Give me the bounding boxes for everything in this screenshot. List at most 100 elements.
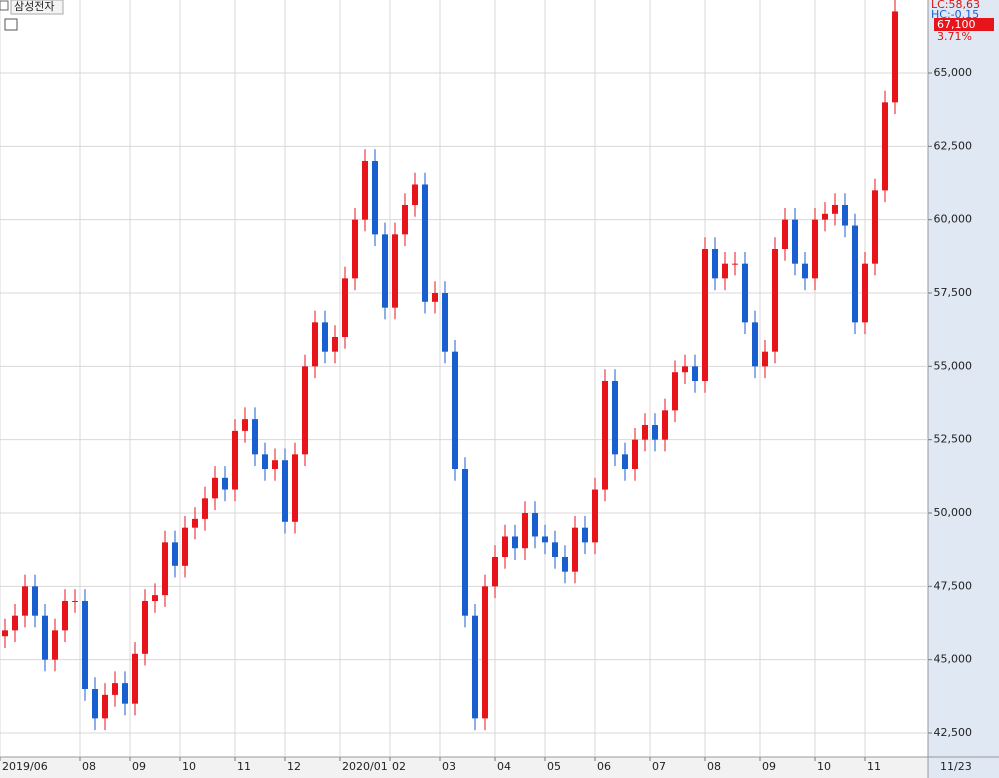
candle-body: [652, 425, 658, 440]
candle-body: [152, 595, 158, 602]
candle-body: [352, 219, 358, 279]
candle-body: [732, 263, 738, 265]
grid: [0, 0, 928, 757]
candle-body: [452, 351, 458, 470]
candles: [2, 0, 898, 731]
candle-body: [872, 190, 878, 264]
x-tick-label: 08: [707, 760, 721, 773]
candle-body: [162, 542, 168, 596]
x-tick-label: 11: [237, 760, 251, 773]
y-tick-label: 50,000: [934, 506, 973, 519]
candle-body: [402, 205, 408, 235]
candle-body: [892, 11, 898, 103]
candle-body: [542, 536, 548, 543]
candle-body: [792, 219, 798, 264]
candle-body: [682, 366, 688, 373]
candle-body: [602, 381, 608, 490]
candle-body: [82, 601, 88, 690]
candle-body: [212, 477, 218, 499]
candle-body: [222, 477, 228, 490]
candle-body: [842, 205, 848, 226]
candle-body: [422, 184, 428, 302]
x-tick-label: 08: [82, 760, 96, 773]
candle-body: [392, 234, 398, 308]
candle-body: [272, 460, 278, 470]
x-tick-label: 04: [497, 760, 511, 773]
candle-body: [182, 527, 188, 566]
candle-body: [202, 498, 208, 519]
candle-body: [312, 322, 318, 367]
y-tick-label: 55,000: [934, 359, 973, 372]
candle-body: [132, 653, 138, 704]
candle-body: [362, 161, 368, 220]
candle-body: [442, 293, 448, 352]
x-axis-panel: [0, 757, 928, 778]
candle-body: [382, 234, 388, 308]
candle-body: [852, 225, 858, 323]
candle-body: [642, 425, 648, 440]
candle-body: [572, 527, 578, 572]
candle-body: [292, 454, 298, 522]
y-tick-label: 60,000: [934, 213, 973, 226]
date-label: 11/23: [940, 760, 972, 773]
candle-body: [802, 263, 808, 279]
candle-body: [832, 205, 838, 214]
candle-body: [762, 351, 768, 367]
candle-body: [372, 161, 378, 235]
candle-body: [702, 249, 708, 382]
x-tick-label: 12: [287, 760, 301, 773]
candle-body: [302, 366, 308, 455]
candle-body: [52, 630, 58, 660]
table-icon[interactable]: [4, 18, 18, 31]
candle-body: [242, 419, 248, 431]
x-tick-label: 09: [762, 760, 776, 773]
candle-body: [42, 615, 48, 660]
y-tick-label: 65,000: [934, 66, 973, 79]
candle-body: [492, 557, 498, 587]
candle-body: [192, 518, 198, 528]
candle-body: [742, 263, 748, 323]
x-tick-label: 10: [817, 760, 831, 773]
candle-body: [812, 219, 818, 279]
candle-body: [112, 683, 118, 695]
candle-body: [262, 454, 268, 470]
x-tick-label: 03: [442, 760, 456, 773]
y-tick-label: 42,500: [934, 726, 973, 739]
candle-body: [412, 184, 418, 206]
y-tick-label: 57,500: [934, 286, 973, 299]
candle-body: [822, 213, 828, 220]
x-tick-label: 09: [132, 760, 146, 773]
title-box: [10, 0, 64, 15]
info-line: HC:-0.15: [931, 8, 979, 21]
last-price: 67,100: [937, 18, 976, 31]
candle-body: [482, 586, 488, 719]
price-box: [934, 18, 994, 31]
candle-body: [282, 460, 288, 522]
candle-body: [592, 489, 598, 543]
candle-body: [92, 689, 98, 719]
candle-body: [432, 293, 438, 302]
x-tick-label: 2019/06: [2, 760, 48, 773]
candle-body: [462, 469, 468, 616]
x-tick-label: 2020/01: [342, 760, 388, 773]
x-tick-label: 10: [182, 760, 196, 773]
candle-body: [532, 513, 538, 537]
candle-body: [22, 586, 28, 616]
candle-body: [102, 694, 108, 719]
change: 3.71%: [937, 30, 972, 43]
y-tick-label: 45,000: [934, 653, 973, 666]
candle-body: [512, 536, 518, 549]
candle-body: [62, 601, 68, 631]
candle-body: [172, 542, 178, 566]
candle-body: [712, 249, 718, 279]
x-tick-label: 11: [867, 760, 881, 773]
candle-body: [622, 454, 628, 470]
candle-body: [662, 410, 668, 440]
menu-icon[interactable]: [0, 0, 9, 11]
y-tick-label: 52,500: [934, 433, 973, 446]
candle-body: [122, 683, 128, 704]
candle-body: [32, 586, 38, 616]
x-tick-label: 06: [597, 760, 611, 773]
y-tick-label: 62,500: [934, 139, 973, 152]
